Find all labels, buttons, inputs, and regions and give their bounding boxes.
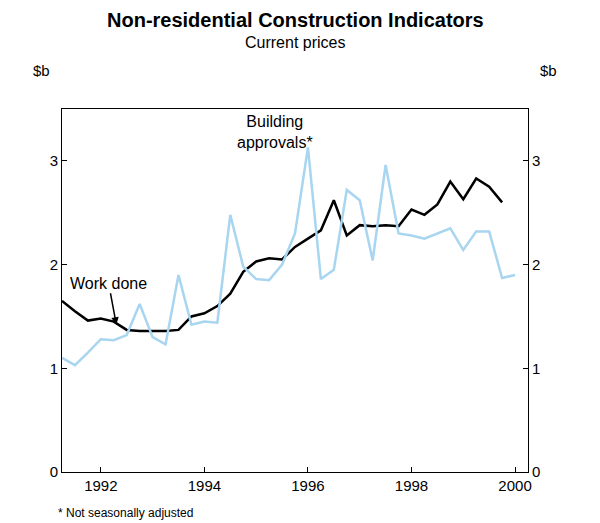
svg-text:0: 0 — [532, 463, 540, 480]
svg-text:0: 0 — [50, 463, 58, 480]
svg-text:$b: $b — [540, 62, 557, 79]
svg-text:* Not seasonally adjusted: * Not seasonally adjusted — [58, 506, 193, 520]
svg-text:Non-residential Construction I: Non-residential Construction Indicators — [107, 9, 484, 31]
svg-text:Work done: Work done — [70, 275, 147, 292]
svg-text:$b: $b — [33, 62, 50, 79]
svg-text:Buildingapprovals*: Buildingapprovals* — [237, 113, 313, 151]
svg-text:1994: 1994 — [188, 477, 221, 494]
svg-text:2: 2 — [532, 256, 540, 273]
svg-text:3: 3 — [50, 152, 58, 169]
svg-text:1: 1 — [50, 360, 58, 377]
svg-text:1998: 1998 — [395, 477, 428, 494]
svg-text:Current prices: Current prices — [245, 34, 345, 51]
svg-text:3: 3 — [532, 152, 540, 169]
svg-text:1992: 1992 — [84, 477, 117, 494]
svg-text:1: 1 — [532, 360, 540, 377]
svg-text:2: 2 — [50, 256, 58, 273]
svg-text:2000: 2000 — [498, 477, 531, 494]
svg-text:1996: 1996 — [291, 477, 324, 494]
